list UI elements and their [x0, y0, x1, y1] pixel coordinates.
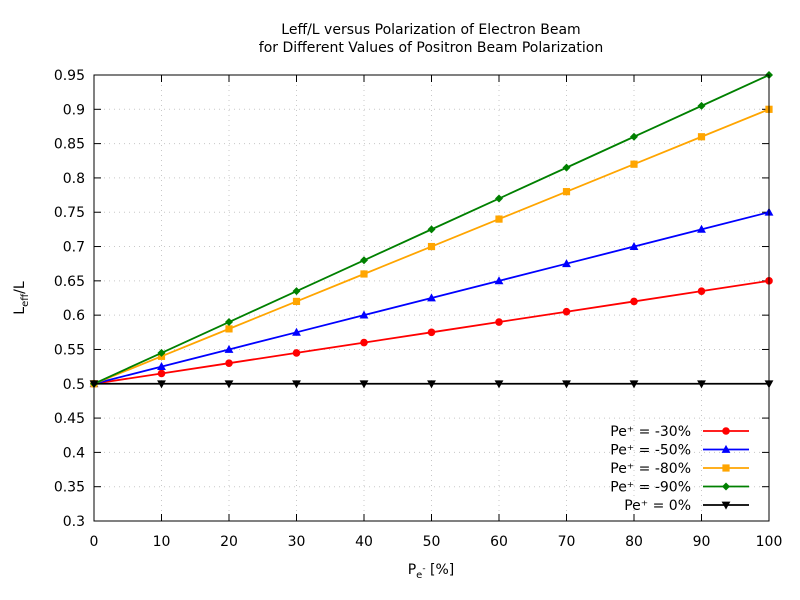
y-tick-label: 0.7 [63, 240, 85, 256]
legend-entry: Pe⁺ = -80% [610, 461, 749, 477]
data-point [562, 259, 571, 268]
y-tick-label: 0.35 [54, 480, 85, 496]
series-layer [89, 71, 774, 389]
y-tick-label: 0.95 [54, 68, 85, 84]
data-point [697, 287, 706, 295]
legend-marker [722, 482, 730, 491]
legend-marker [721, 444, 731, 453]
chart-title-line-1: Leff/L versus Polarization of Electron B… [281, 22, 580, 38]
x-tick-label: 90 [693, 534, 711, 550]
series-2 [89, 207, 774, 388]
y-tick-label: 0.9 [63, 102, 85, 118]
series-4 [90, 71, 773, 388]
x-axis-label: Pe- [%] [408, 562, 455, 581]
data-point [225, 325, 233, 333]
legend-label: Pe⁺ = 0% [624, 498, 691, 514]
data-point [562, 188, 571, 196]
data-point [562, 307, 571, 316]
x-tick-label: 30 [288, 534, 306, 550]
data-point [495, 318, 503, 326]
data-point [629, 380, 639, 389]
x-tick-label: 10 [153, 534, 171, 550]
data-point [427, 328, 436, 337]
data-point [225, 359, 233, 367]
data-point [157, 362, 166, 371]
data-point [292, 349, 301, 357]
y-tick-label: 0.65 [54, 274, 85, 290]
x-tick-label: 40 [355, 534, 373, 550]
legend-entry: Pe⁺ = -30% [610, 424, 749, 440]
legend-entry: Pe⁺ = -50% [610, 443, 749, 459]
data-point [157, 348, 166, 357]
x-tick-label: 70 [558, 534, 576, 550]
legend-label: Pe⁺ = -90% [610, 480, 691, 496]
data-point [697, 133, 706, 141]
data-point [427, 242, 436, 251]
legend-marker [721, 501, 731, 510]
data-point [359, 310, 369, 319]
data-point [292, 297, 301, 306]
data-point [494, 276, 504, 285]
x-tick-label: 80 [625, 534, 643, 550]
legend-marker [722, 464, 730, 472]
data-point [225, 318, 233, 327]
y-tick-label: 0.3 [63, 514, 85, 530]
y-tick-label: 0.75 [54, 205, 85, 221]
data-point [224, 344, 234, 353]
data-point [157, 369, 166, 378]
y-tick-label: 0.45 [54, 411, 85, 427]
data-point [697, 101, 706, 110]
legend-label: Pe⁺ = -80% [610, 461, 691, 477]
data-point [562, 380, 571, 389]
y-axis-ticks: 0.3 0.35 0.4 0.45 0.5 0.55 0.6 0.65 0.7 0.75 0.8 0.… [54, 68, 769, 530]
x-tick-label: 100 [756, 534, 783, 550]
data-point [630, 132, 638, 141]
data-point [697, 224, 706, 233]
legend-marker [722, 427, 730, 435]
y-tick-label: 0.8 [63, 171, 85, 187]
x-tick-label: 60 [490, 534, 508, 550]
data-point [427, 293, 436, 302]
data-point [427, 380, 436, 389]
data-point [697, 380, 706, 389]
y-tick-label: 0.55 [54, 342, 85, 358]
data-point [360, 256, 368, 265]
x-axis-ticks: 0 10 20 30 40 50 60 70 80 90 100 [90, 75, 783, 550]
y-tick-label: 0.5 [63, 377, 85, 393]
legend: Pe⁺ = -30% Pe⁺ = -50% Pe⁺ = -80% Pe⁺ = -90%… [610, 424, 749, 514]
data-point [224, 380, 234, 389]
data-point [562, 163, 571, 172]
y-tick-label: 0.85 [54, 137, 85, 153]
x-tick-label: 0 [90, 534, 99, 550]
y-axis-label: Leff/L [12, 281, 31, 315]
legend-entry: Pe⁺ = 0% [624, 498, 749, 514]
data-point [292, 327, 301, 336]
data-point [427, 225, 436, 234]
data-point [495, 215, 503, 223]
x-tick-label: 20 [220, 534, 238, 550]
x-tick-label: 50 [423, 534, 441, 550]
data-point [630, 160, 638, 168]
plot-frame [93, 74, 770, 522]
legend-label: Pe⁺ = -30% [610, 424, 691, 440]
y-tick-label: 0.6 [63, 308, 85, 324]
data-point [495, 194, 503, 203]
data-point [360, 270, 368, 278]
legend-label: Pe⁺ = -50% [610, 443, 691, 459]
data-point [157, 380, 166, 389]
data-point [292, 287, 301, 296]
data-point [494, 380, 504, 389]
data-point [360, 338, 368, 347]
data-point [359, 380, 369, 389]
data-point [292, 380, 301, 389]
data-point [630, 297, 638, 306]
legend-entry: Pe⁺ = -90% [610, 480, 749, 496]
data-point [629, 241, 639, 250]
chart-title-line-2: for Different Values of Positron Beam Po… [259, 40, 603, 56]
y-tick-label: 0.4 [63, 445, 85, 461]
